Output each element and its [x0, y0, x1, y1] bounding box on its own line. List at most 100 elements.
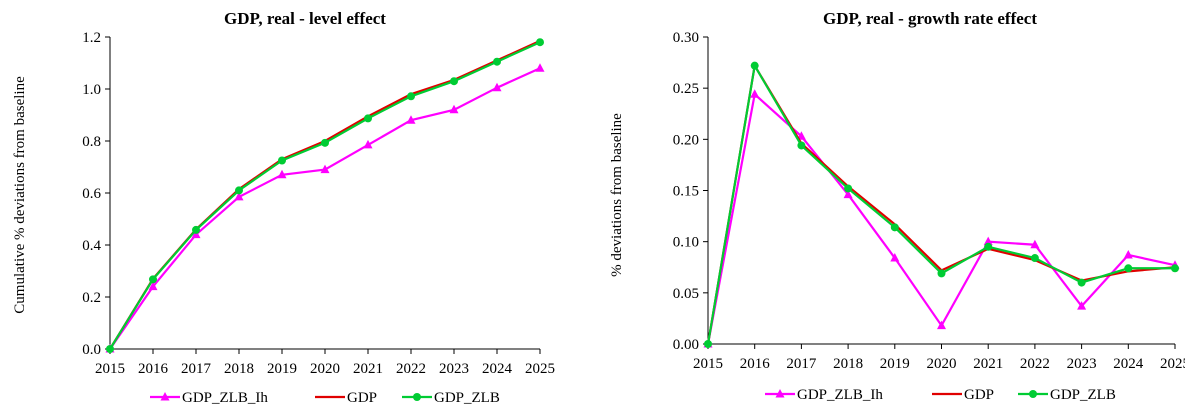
series-line — [109, 39, 541, 350]
data-point — [320, 164, 330, 174]
data-point — [149, 275, 157, 284]
x-tick-label: 2024 — [482, 361, 513, 377]
series-gdp-zlb-ih — [703, 89, 1180, 348]
y-tick-label: 0.0 — [82, 342, 101, 358]
data-point — [493, 57, 501, 66]
x-tick-label: 2020 — [927, 356, 957, 372]
data-point — [937, 269, 946, 278]
data-point — [234, 191, 244, 201]
x-tick-label: 2021 — [973, 356, 1003, 372]
data-point — [1123, 249, 1133, 259]
x-tick-label: 2017 — [181, 361, 212, 377]
data-point — [535, 63, 545, 72]
data-point — [1124, 264, 1133, 273]
x-tick-label: 2019 — [267, 361, 297, 377]
y-tick-label: 0.4 — [82, 238, 101, 254]
y-tick-label: 0.30 — [673, 30, 699, 46]
data-point — [106, 345, 114, 353]
y-axis-label: % deviations from baseline — [609, 113, 625, 277]
y-tick-label: 1.0 — [82, 82, 101, 98]
x-tick-label: 2023 — [1067, 356, 1097, 372]
x-tick-label: 2024 — [1113, 356, 1144, 372]
y-tick-label: 0.05 — [673, 286, 699, 302]
x-tick-label: 2025 — [525, 361, 555, 377]
series-line — [706, 92, 1176, 345]
data-point — [1077, 301, 1087, 310]
data-point — [536, 38, 544, 47]
chart-title: GDP, real - level effect — [224, 9, 386, 28]
data-point — [890, 253, 900, 262]
legend-label: GDP — [347, 390, 377, 406]
data-point — [321, 138, 329, 147]
x-tick-label: 2016 — [740, 356, 771, 372]
legend-entry: GDP_ZLB_Ih — [765, 387, 883, 403]
y-tick-label: 0.00 — [673, 337, 699, 353]
data-point — [235, 186, 243, 195]
y-tick-label: 1.2 — [82, 30, 101, 46]
x-tick-label: 2016 — [138, 361, 169, 377]
x-tick-label: 2017 — [786, 356, 817, 372]
data-point — [750, 61, 759, 70]
data-point — [148, 281, 158, 291]
data-point — [406, 115, 416, 124]
series-line — [706, 62, 1175, 345]
x-tick-label: 2015 — [95, 361, 125, 377]
x-tick-label: 2023 — [439, 361, 469, 377]
y-axis-label: Cumulative % deviations from baseline — [12, 76, 28, 314]
legend-label: GDP_ZLB — [434, 390, 500, 406]
data-point — [449, 104, 459, 114]
y-tick-label: 0.15 — [673, 184, 699, 200]
data-point — [192, 225, 200, 234]
x-tick-label: 2019 — [880, 356, 910, 372]
y-tick-label: 0.8 — [82, 134, 101, 150]
x-tick-label: 2022 — [396, 361, 426, 377]
data-point — [1171, 264, 1179, 273]
x-tick-label: 2018 — [224, 361, 254, 377]
x-tick-label: 2015 — [693, 356, 723, 372]
series-line — [109, 67, 541, 350]
y-tick-label: 0.25 — [673, 81, 699, 97]
legend-label: GDP — [964, 387, 994, 403]
data-point — [983, 236, 993, 246]
data-point — [278, 156, 286, 165]
x-tick-label: 2025 — [1160, 356, 1185, 372]
data-point — [1077, 278, 1086, 287]
x-tick-label: 2022 — [1020, 356, 1050, 372]
legend-label: GDP_ZLB_Ih — [797, 387, 883, 403]
legend-entry: GDP — [932, 387, 994, 403]
series-gdp-zlb — [106, 38, 544, 353]
y-tick-label: 0.20 — [673, 132, 699, 148]
data-point — [492, 82, 502, 92]
data-point — [937, 320, 946, 330]
x-tick-label: 2021 — [353, 361, 383, 377]
data-point — [363, 139, 373, 149]
series-gdp — [109, 39, 541, 350]
data-point — [1030, 239, 1040, 249]
x-tick-label: 2018 — [833, 356, 863, 372]
data-point — [844, 184, 853, 193]
data-point — [843, 189, 853, 199]
series-line — [109, 41, 541, 350]
data-point — [750, 89, 760, 98]
chart-2: GDP, real - growth rate effect % deviatio… — [609, 9, 1185, 403]
data-point — [364, 114, 372, 123]
legend-entry: GDP — [315, 390, 377, 406]
legend-marker — [1029, 390, 1037, 398]
legend-marker — [413, 393, 421, 401]
series-gdp-zlb-ih — [105, 63, 545, 353]
data-point — [277, 169, 287, 179]
y-tick-label: 0.6 — [82, 186, 101, 202]
y-tick-label: 0.10 — [673, 235, 699, 251]
data-point — [797, 141, 806, 150]
y-tick-label: 0.2 — [82, 290, 101, 306]
data-point — [984, 242, 993, 251]
data-point — [407, 92, 415, 101]
x-tick-label: 2020 — [310, 361, 340, 377]
chart-1: GDP, real - level effect Cumulative % dev… — [12, 9, 555, 406]
data-point — [450, 77, 458, 86]
data-point — [1030, 254, 1039, 263]
legend-entry: GDP_ZLB_Ih — [150, 390, 268, 406]
legend-entry: GDP_ZLB — [402, 390, 500, 406]
